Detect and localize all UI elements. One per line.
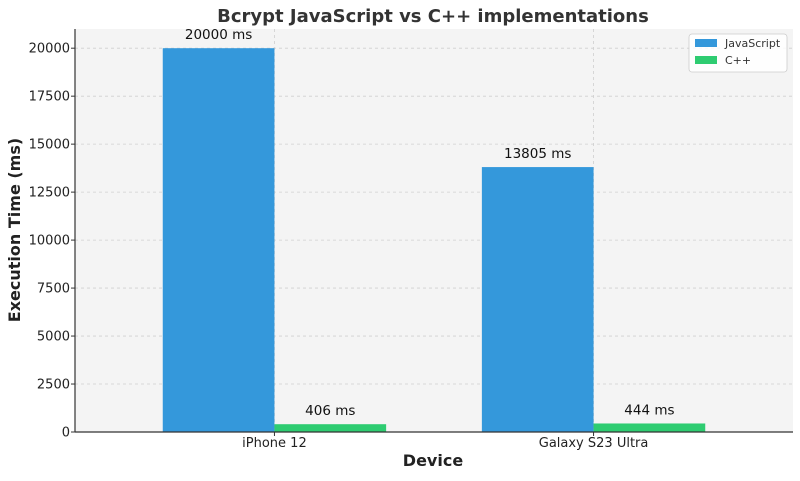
x-tick-label: iPhone 12 [242,436,307,451]
y-tick-label: 5000 [37,330,70,345]
bar-c-1 [593,423,706,432]
bar-javascript-0 [162,48,275,432]
plot-area: 20000 ms 13805 ms 406 ms 444 ms 0 2500 5000 750… [29,27,793,451]
y-tick-label: 7500 [37,282,70,297]
y-tick-label: 20000 [29,42,70,57]
y-tick-label: 15000 [29,138,70,153]
y-tick-label: 2500 [37,378,70,393]
legend-label: JavaScript [724,37,781,50]
y-tick-label: 0 [62,426,70,441]
y-tick-label: 12500 [29,186,70,201]
x-tick-label: Galaxy S23 Ultra [539,436,649,451]
data-label: 20000 ms [185,27,252,43]
bar-c-0 [274,424,387,432]
legend-swatch [695,56,717,64]
legend-swatch [695,39,717,47]
data-label: 406 ms [305,403,355,419]
data-label: 13805 ms [504,146,571,162]
y-tick-label: 10000 [29,234,70,249]
y-tick-label: 17500 [29,90,70,105]
chart-title: Bcrypt JavaScript vs C++ implementations [217,6,649,27]
y-axis-title: Execution Time (ms) [5,138,24,322]
data-label: 444 ms [624,402,674,418]
bar-javascript-1 [481,167,594,432]
legend: JavaScript C++ [688,33,788,73]
x-axis-title: Device [403,451,464,470]
legend-label: C++ [725,54,751,67]
